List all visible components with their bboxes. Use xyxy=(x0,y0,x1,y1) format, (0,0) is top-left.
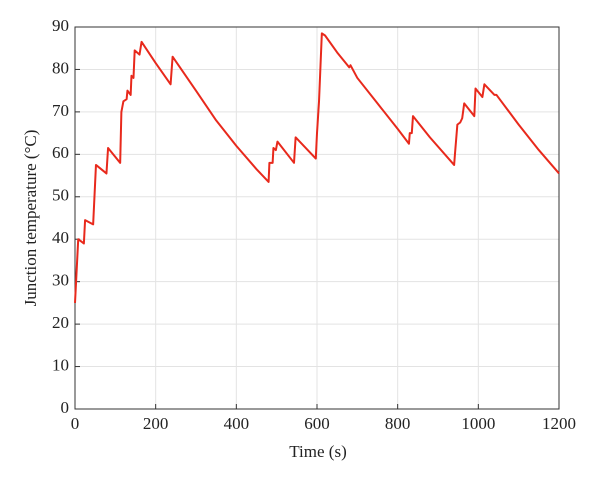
x-tick-label: 800 xyxy=(385,414,411,433)
y-tick-label: 90 xyxy=(52,16,69,35)
y-axis-label: Junction temperature (°C) xyxy=(21,130,40,307)
x-tick-label: 1200 xyxy=(542,414,576,433)
x-tick-label: 0 xyxy=(71,414,80,433)
data-line xyxy=(74,32,560,303)
y-tick-label: 0 xyxy=(61,398,70,417)
x-tick-label: 200 xyxy=(143,414,169,433)
x-tick-label: 400 xyxy=(224,414,250,433)
y-tick-label: 70 xyxy=(52,101,69,120)
y-tick-label: 30 xyxy=(52,271,69,290)
y-tick-label: 10 xyxy=(52,355,69,374)
x-axis-label: Time (s) xyxy=(289,442,346,461)
y-tick-label: 20 xyxy=(52,313,69,332)
x-tick-label: 600 xyxy=(304,414,330,433)
plot-frame xyxy=(74,26,560,410)
y-tick-label: 40 xyxy=(52,228,69,247)
x-tick-label: 1000 xyxy=(461,414,495,433)
y-tick-label: 50 xyxy=(52,186,69,205)
y-tick-label: 60 xyxy=(52,143,69,162)
y-tick-label: 80 xyxy=(52,58,69,77)
